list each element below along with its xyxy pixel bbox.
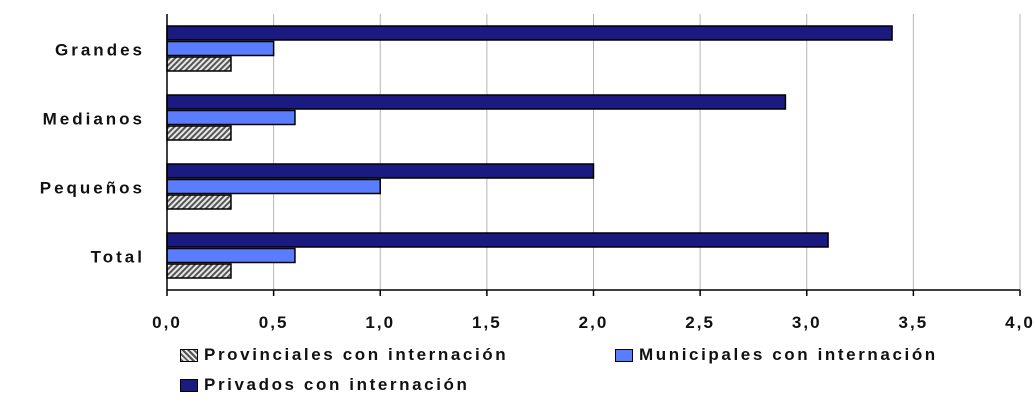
bar-privados	[166, 94, 787, 110]
x-tick-label: 0,5	[259, 313, 289, 332]
legend-item-municipales: Municipales con internación	[615, 345, 938, 365]
legend-item-privados: Privados con internación	[180, 375, 470, 395]
legend-swatch-provinciales	[180, 348, 198, 362]
legend-label-privados: Privados con internación	[204, 375, 470, 394]
bar-provinciales	[166, 263, 232, 279]
x-tick-label: 0,0	[152, 313, 182, 332]
category-label: Grandes	[55, 40, 145, 59]
bar-provinciales	[166, 125, 232, 141]
x-tick-label: 2,5	[685, 313, 715, 332]
bar-privados	[166, 232, 829, 248]
bar-provinciales	[166, 194, 232, 210]
x-axis-ticks: 0,0 0,5 1,0 1,5 2,0 2,5 3,0 3,5 4,0	[152, 289, 1035, 332]
category-labels: Grandes Medianos Pequeños Total	[40, 40, 145, 266]
x-tick-label: 1,0	[365, 313, 395, 332]
bar-privados	[166, 163, 595, 179]
x-tick-label: 3,0	[792, 313, 822, 332]
bar-chart: 0,0 0,5 1,0 1,5 2,0 2,5 3,0 3,5 4,0 Grandes Media…	[40, 14, 1035, 332]
x-tick-label: 1,5	[472, 313, 502, 332]
category-label: Medianos	[43, 109, 145, 128]
category-label: Total	[91, 247, 145, 266]
legend-label-provinciales: Provinciales con internación	[204, 345, 509, 364]
bar-privados	[166, 25, 893, 41]
legend-label-municipales: Municipales con internación	[639, 345, 938, 364]
bar-municipales	[166, 178, 381, 195]
bar-municipales	[166, 109, 296, 126]
x-tick-label: 3,5	[899, 313, 929, 332]
bar-municipales	[166, 40, 275, 57]
bar-municipales	[166, 247, 296, 264]
bar-provinciales	[166, 56, 232, 72]
gridlines	[273, 14, 1021, 290]
legend-swatch-municipales	[615, 348, 633, 362]
legend-item-provinciales: Provinciales con internación	[180, 345, 508, 365]
x-tick-label: 4,0	[1005, 313, 1035, 332]
category-label: Pequeños	[40, 178, 145, 197]
x-tick-label: 2,0	[579, 313, 609, 332]
legend-swatch-privados	[180, 378, 198, 392]
bars	[166, 25, 893, 279]
